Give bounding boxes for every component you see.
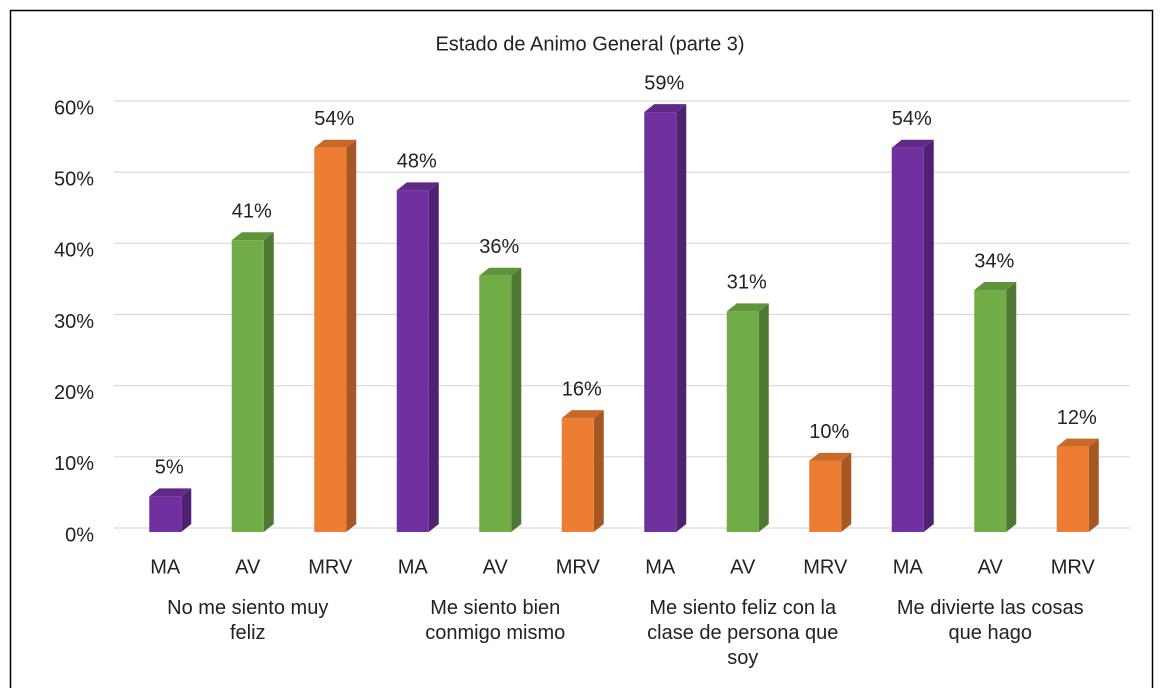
bar-front — [314, 147, 347, 532]
bar — [974, 282, 1017, 532]
data-label: 10% — [809, 421, 849, 443]
bar-side — [1088, 438, 1099, 532]
bar — [231, 232, 274, 532]
bar-front — [974, 290, 1007, 532]
bar-front — [1056, 446, 1089, 532]
bar-front — [726, 311, 759, 532]
data-label: 54% — [314, 108, 354, 130]
bar-top — [891, 139, 934, 148]
group-label: Me siento bien conmigo mismo — [425, 597, 566, 644]
data-label: 48% — [397, 151, 437, 173]
bar-side — [841, 452, 852, 532]
y-tick-label: 60% — [54, 97, 94, 119]
bar — [149, 488, 192, 532]
bar-top — [1056, 438, 1099, 447]
bar-top — [726, 303, 769, 312]
x-tick-label: MA — [893, 556, 924, 578]
y-tick-label: 0% — [65, 524, 94, 546]
data-label: 34% — [974, 250, 1014, 272]
x-tick-label: MA — [150, 556, 181, 578]
data-label: 36% — [479, 236, 519, 258]
bar-top — [974, 282, 1017, 291]
chart-border — [9, 9, 1154, 688]
bar — [561, 410, 604, 532]
y-tick-label: 30% — [54, 311, 94, 333]
x-tick-label: MRV — [308, 556, 353, 578]
x-tick-label: MA — [398, 556, 429, 578]
y-tick-label: 50% — [54, 168, 94, 190]
bar-front — [149, 496, 182, 532]
bar-top — [644, 104, 687, 113]
bar-front — [809, 460, 842, 532]
bar-front — [231, 240, 264, 532]
y-tick-label: 40% — [54, 240, 94, 262]
bar — [809, 452, 852, 532]
bar-front — [561, 418, 594, 532]
chart-title: Estado de Animo General (parte 3) — [435, 33, 744, 55]
bar-side — [676, 104, 687, 532]
group-label: Me siento feliz con la clase de persona … — [647, 597, 839, 669]
bar-side — [758, 303, 769, 532]
bar — [726, 303, 769, 532]
x-tick-label: MRV — [556, 556, 601, 578]
group-label: No me siento muy feliz — [167, 597, 329, 644]
x-tick-label: MA — [645, 556, 676, 578]
bar — [644, 104, 687, 532]
x-tick-label: AV — [730, 556, 756, 578]
y-tick-label: 10% — [54, 453, 94, 475]
bar — [891, 139, 934, 532]
bar-front — [396, 190, 429, 532]
bar-front — [891, 147, 924, 532]
bar-top — [479, 267, 522, 276]
y-tick-label: 20% — [54, 382, 94, 404]
bar-side — [346, 139, 357, 532]
bar-top — [149, 488, 192, 497]
bar — [479, 267, 522, 532]
x-tick-label: AV — [978, 556, 1004, 578]
bar-side — [923, 139, 934, 532]
data-label: 31% — [727, 272, 767, 294]
bar-top — [231, 232, 274, 241]
data-label: 16% — [562, 378, 602, 400]
data-label: 59% — [644, 72, 684, 94]
bar-top — [396, 182, 439, 191]
group-label: Me divierte las cosas que hago — [896, 597, 1084, 644]
data-label: 12% — [1057, 407, 1097, 429]
bar-side — [511, 267, 522, 532]
bar-side — [428, 182, 439, 532]
data-label: 41% — [232, 200, 272, 222]
bar-side — [1006, 282, 1017, 532]
bar — [1056, 438, 1099, 532]
bar-front — [644, 112, 677, 532]
x-tick-label: AV — [235, 556, 261, 578]
x-tick-label: MRV — [803, 556, 848, 578]
bar — [396, 182, 439, 532]
bar-side — [263, 232, 274, 532]
x-tick-label: AV — [483, 556, 509, 578]
bar-top — [314, 139, 357, 148]
bar-front — [479, 275, 512, 532]
x-tick-label: MRV — [1051, 556, 1096, 578]
bar-top — [561, 410, 604, 419]
bar-side — [181, 488, 192, 532]
data-label: 54% — [892, 108, 932, 130]
bar-top — [809, 452, 852, 461]
bar-side — [593, 410, 604, 532]
data-label: 5% — [155, 457, 184, 479]
bar — [314, 139, 357, 532]
